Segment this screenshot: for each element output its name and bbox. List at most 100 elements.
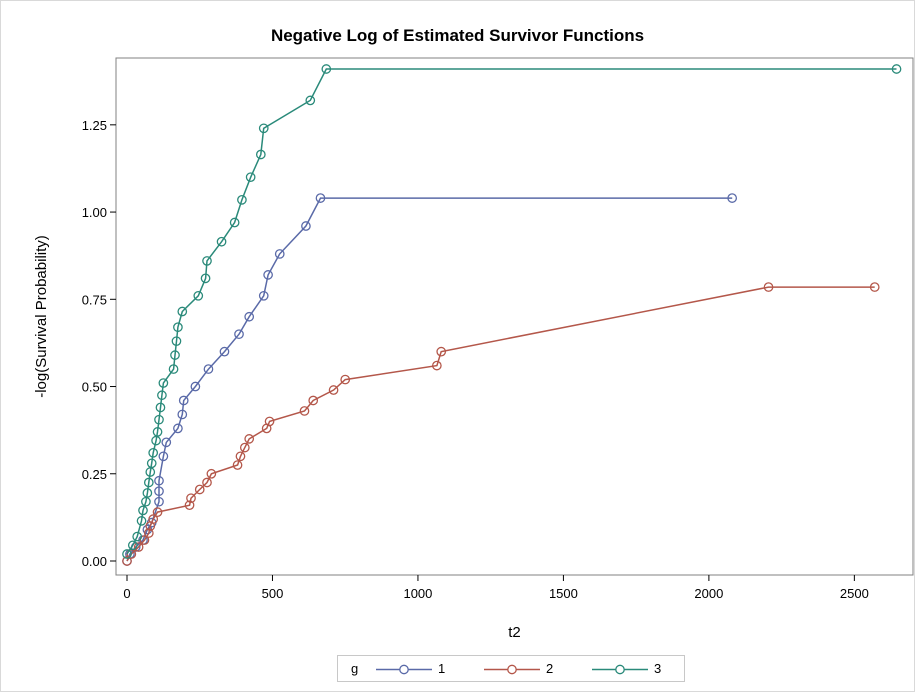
series-2-point (194, 484, 205, 495)
series-2-point (436, 346, 447, 357)
y-axis-label: -log(Survival Probability) (33, 235, 50, 398)
y-tick-label: 1.25 (82, 118, 107, 133)
series-2-point (299, 406, 310, 416)
x-tick-label: 0 (123, 586, 130, 601)
series-3-point (154, 414, 164, 425)
series-2-point (869, 282, 880, 292)
series-1-point (263, 270, 273, 280)
series-3-point (216, 236, 227, 247)
series-3-point (173, 322, 183, 333)
series-1-point (158, 451, 169, 462)
series-3-point (148, 447, 159, 458)
series-3-point (155, 402, 166, 413)
series-3-point (237, 195, 247, 205)
series-2-point (143, 528, 154, 538)
series-1-point (219, 346, 230, 357)
series-1-point (173, 423, 183, 434)
series-3-point (170, 350, 180, 360)
legend-swatch-3 (592, 664, 648, 675)
series-3-point (132, 531, 143, 542)
y-tick-label: 0.75 (82, 292, 107, 307)
series-2-point (184, 500, 195, 511)
series-3-point (127, 540, 138, 551)
series-1-point (301, 221, 311, 231)
series-3-point (158, 378, 169, 388)
series-3-point (142, 488, 153, 498)
plot-area-border (115, 57, 914, 576)
series-3-line (126, 68, 897, 555)
series-2-point (340, 374, 351, 385)
series-1-line (126, 197, 733, 562)
series-1-point (177, 409, 188, 420)
series-1-point (258, 290, 269, 301)
x-tick-label: 2000 (694, 586, 723, 601)
y-tick-label: 0.00 (82, 554, 107, 569)
legend-label-3: 3 (654, 661, 662, 676)
series-2-point (186, 493, 196, 504)
series-2-point (239, 442, 250, 453)
series-2-line (126, 286, 875, 562)
y-tick-label: 1.00 (82, 205, 107, 220)
series-2-point (202, 477, 212, 488)
series-3-point (177, 306, 188, 317)
series-2-point (308, 395, 319, 406)
series-1-point (234, 329, 244, 340)
chart-title: Negative Log of Estimated Survivor Funct… (270, 26, 645, 45)
legend: g 1 2 3 (337, 655, 685, 682)
series-2-point (232, 460, 243, 470)
x-tick-label: 2500 (840, 586, 869, 601)
series-1-point (727, 193, 738, 203)
series-3-point (146, 458, 157, 469)
series-3-point (136, 516, 147, 526)
series-3-point (143, 477, 154, 488)
series-1-point (203, 364, 214, 374)
y-tick-label: 0.50 (82, 380, 107, 395)
x-tick-label: 500 (262, 586, 284, 601)
series-3-point (258, 123, 269, 134)
series-2-point (206, 468, 217, 479)
series-1-point (274, 249, 285, 259)
series-1-point (154, 486, 164, 497)
legend-label-1: 1 (438, 661, 446, 676)
series-3-point (152, 427, 163, 437)
series-1-point (190, 381, 201, 392)
series-3-point (138, 505, 148, 516)
legend-swatch-1 (376, 664, 432, 675)
series-2-point (763, 282, 774, 292)
legend-swatch-2 (484, 664, 540, 675)
series-3-point (305, 95, 316, 106)
series-2-point (122, 556, 132, 566)
series-2-point (152, 507, 163, 517)
series-3-point (891, 64, 902, 74)
series-1-point (154, 475, 164, 486)
series-3-point (321, 64, 332, 74)
series-3-point (229, 217, 240, 228)
series-3-point (193, 290, 204, 301)
series-2-point (235, 451, 246, 462)
series-3-point (171, 336, 182, 347)
series-3-point (168, 364, 179, 374)
x-axis-label: t2 (508, 624, 521, 641)
series-2-point (148, 514, 159, 524)
x-tick-label: 1500 (549, 586, 578, 601)
series-1-point (244, 311, 255, 322)
series-3-point (157, 390, 167, 401)
series-1-point (315, 193, 326, 203)
series-2-point (133, 542, 144, 552)
y-tick-label: 0.25 (82, 467, 107, 482)
series-2-point (264, 416, 275, 427)
legend-label-2: 2 (546, 661, 554, 676)
series-3-point (255, 149, 266, 160)
series-3-point (200, 273, 211, 284)
series-3-point (122, 549, 132, 559)
x-tick-label: 1000 (403, 586, 432, 601)
series-3-point (245, 172, 256, 183)
series-1-point (154, 496, 164, 507)
series-3-point (202, 256, 212, 266)
series-1-point (178, 395, 189, 406)
series-1-point (161, 437, 172, 448)
series-2-point (432, 360, 442, 371)
series-2-point (244, 434, 255, 444)
